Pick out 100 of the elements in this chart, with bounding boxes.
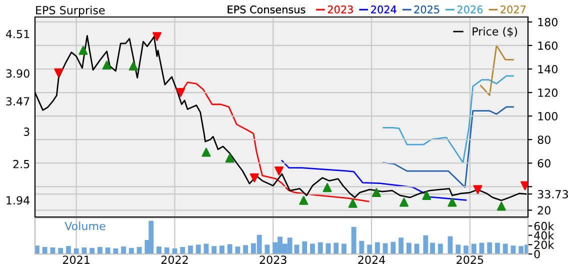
bar	[406, 242, 412, 254]
point	[322, 183, 332, 192]
bar	[464, 246, 468, 254]
bar	[156, 246, 162, 254]
bar	[243, 245, 248, 254]
point	[54, 68, 64, 78]
bar	[220, 246, 224, 254]
point	[372, 188, 381, 198]
bar	[414, 244, 420, 254]
y-tick-label: 3.90	[6, 69, 30, 78]
bar	[136, 246, 142, 254]
bar	[351, 226, 356, 254]
line-series	[382, 75, 514, 164]
y2-tick-label: 33.73	[538, 190, 568, 198]
x-tick-label: 2024	[358, 256, 386, 264]
y-tick-label: 4.51	[6, 30, 30, 38]
bar	[227, 244, 232, 254]
bar	[310, 244, 315, 254]
y-tick-label: 60k	[534, 222, 554, 230]
bar	[90, 248, 95, 254]
bar	[97, 246, 102, 254]
chart-title: EPS Surprise	[36, 6, 105, 17]
bar	[334, 242, 339, 254]
point	[202, 148, 211, 157]
bar	[318, 242, 323, 254]
line-series	[382, 106, 514, 188]
point	[274, 166, 284, 176]
legend-label: Price ($)	[472, 27, 518, 38]
bar	[121, 246, 126, 254]
line-series	[281, 160, 467, 201]
bar	[390, 242, 396, 254]
y2-tick-label: 120	[538, 88, 558, 97]
bar	[495, 242, 500, 254]
bar	[423, 235, 428, 254]
legend-label: 2027	[500, 6, 526, 14]
y2-tick-label: 140	[538, 64, 558, 74]
bar	[374, 242, 380, 254]
legend-label: 2024	[371, 6, 396, 14]
bar	[66, 246, 71, 254]
point	[250, 173, 259, 182]
x-tick-label: 2022	[161, 256, 188, 264]
x-tick-label: 2025	[456, 256, 484, 264]
x-tick-label: 2021	[63, 256, 90, 264]
point	[299, 196, 308, 205]
bar	[58, 248, 64, 254]
legend-label: 2025	[414, 6, 440, 14]
bar	[188, 246, 193, 254]
bar	[448, 236, 453, 254]
y2-tick-label: 180	[538, 18, 558, 26]
bar	[502, 244, 508, 254]
point	[176, 88, 186, 98]
bar	[128, 248, 134, 254]
legend-label: 2023	[328, 6, 353, 14]
bar	[196, 244, 201, 254]
point	[152, 32, 162, 42]
bar	[42, 246, 48, 254]
point	[348, 198, 358, 208]
y2-tick-label: 20	[538, 206, 550, 215]
bar	[113, 248, 118, 254]
y2-tick-label: 160	[538, 41, 558, 50]
y-tick-label: 1.94	[6, 196, 30, 205]
bar	[382, 243, 388, 254]
y-tick-label: 40k	[534, 231, 554, 240]
point	[422, 190, 432, 200]
y-tick-label: 3	[24, 128, 30, 136]
bar	[487, 242, 492, 254]
point	[448, 198, 457, 207]
bar	[148, 220, 154, 254]
bar	[105, 247, 110, 254]
bar	[359, 240, 364, 254]
bar	[302, 241, 308, 254]
bar	[438, 244, 443, 254]
legend-label: 2026	[458, 6, 483, 14]
line-series	[480, 44, 514, 96]
y-tick-label: 20k	[534, 240, 554, 250]
bar	[367, 244, 372, 254]
x-tick-label: 2023	[260, 256, 286, 264]
y-tick-label: 0	[534, 250, 540, 258]
bar	[456, 244, 461, 254]
point	[400, 198, 409, 207]
bar	[342, 244, 346, 254]
legend-title: EPS Consensus	[228, 6, 306, 14]
point	[102, 60, 112, 70]
bar	[82, 247, 87, 254]
bar	[212, 246, 217, 254]
y2-tick-label: 60	[538, 159, 550, 168]
bar	[471, 244, 476, 254]
y2-tick-label: 100	[538, 112, 558, 120]
bar	[430, 242, 436, 254]
point	[496, 202, 506, 211]
bar	[398, 238, 404, 254]
point	[225, 154, 234, 163]
point	[78, 46, 88, 55]
y-tick-label: 2.5	[13, 160, 30, 168]
y2-tick-label: 80	[538, 136, 550, 144]
bar	[74, 248, 79, 254]
bar	[180, 246, 186, 254]
point	[128, 62, 138, 71]
bar	[164, 247, 170, 254]
point	[473, 185, 482, 194]
